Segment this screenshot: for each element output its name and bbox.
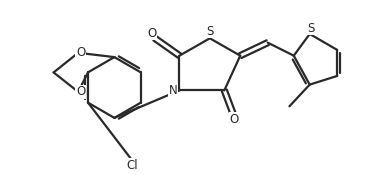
Text: O: O [230,113,239,126]
Text: Cl: Cl [126,159,137,172]
Text: O: O [76,46,85,59]
Text: S: S [308,22,315,35]
Text: O: O [147,27,157,40]
Text: O: O [76,85,85,98]
Text: S: S [206,25,214,38]
Text: N: N [169,84,177,97]
